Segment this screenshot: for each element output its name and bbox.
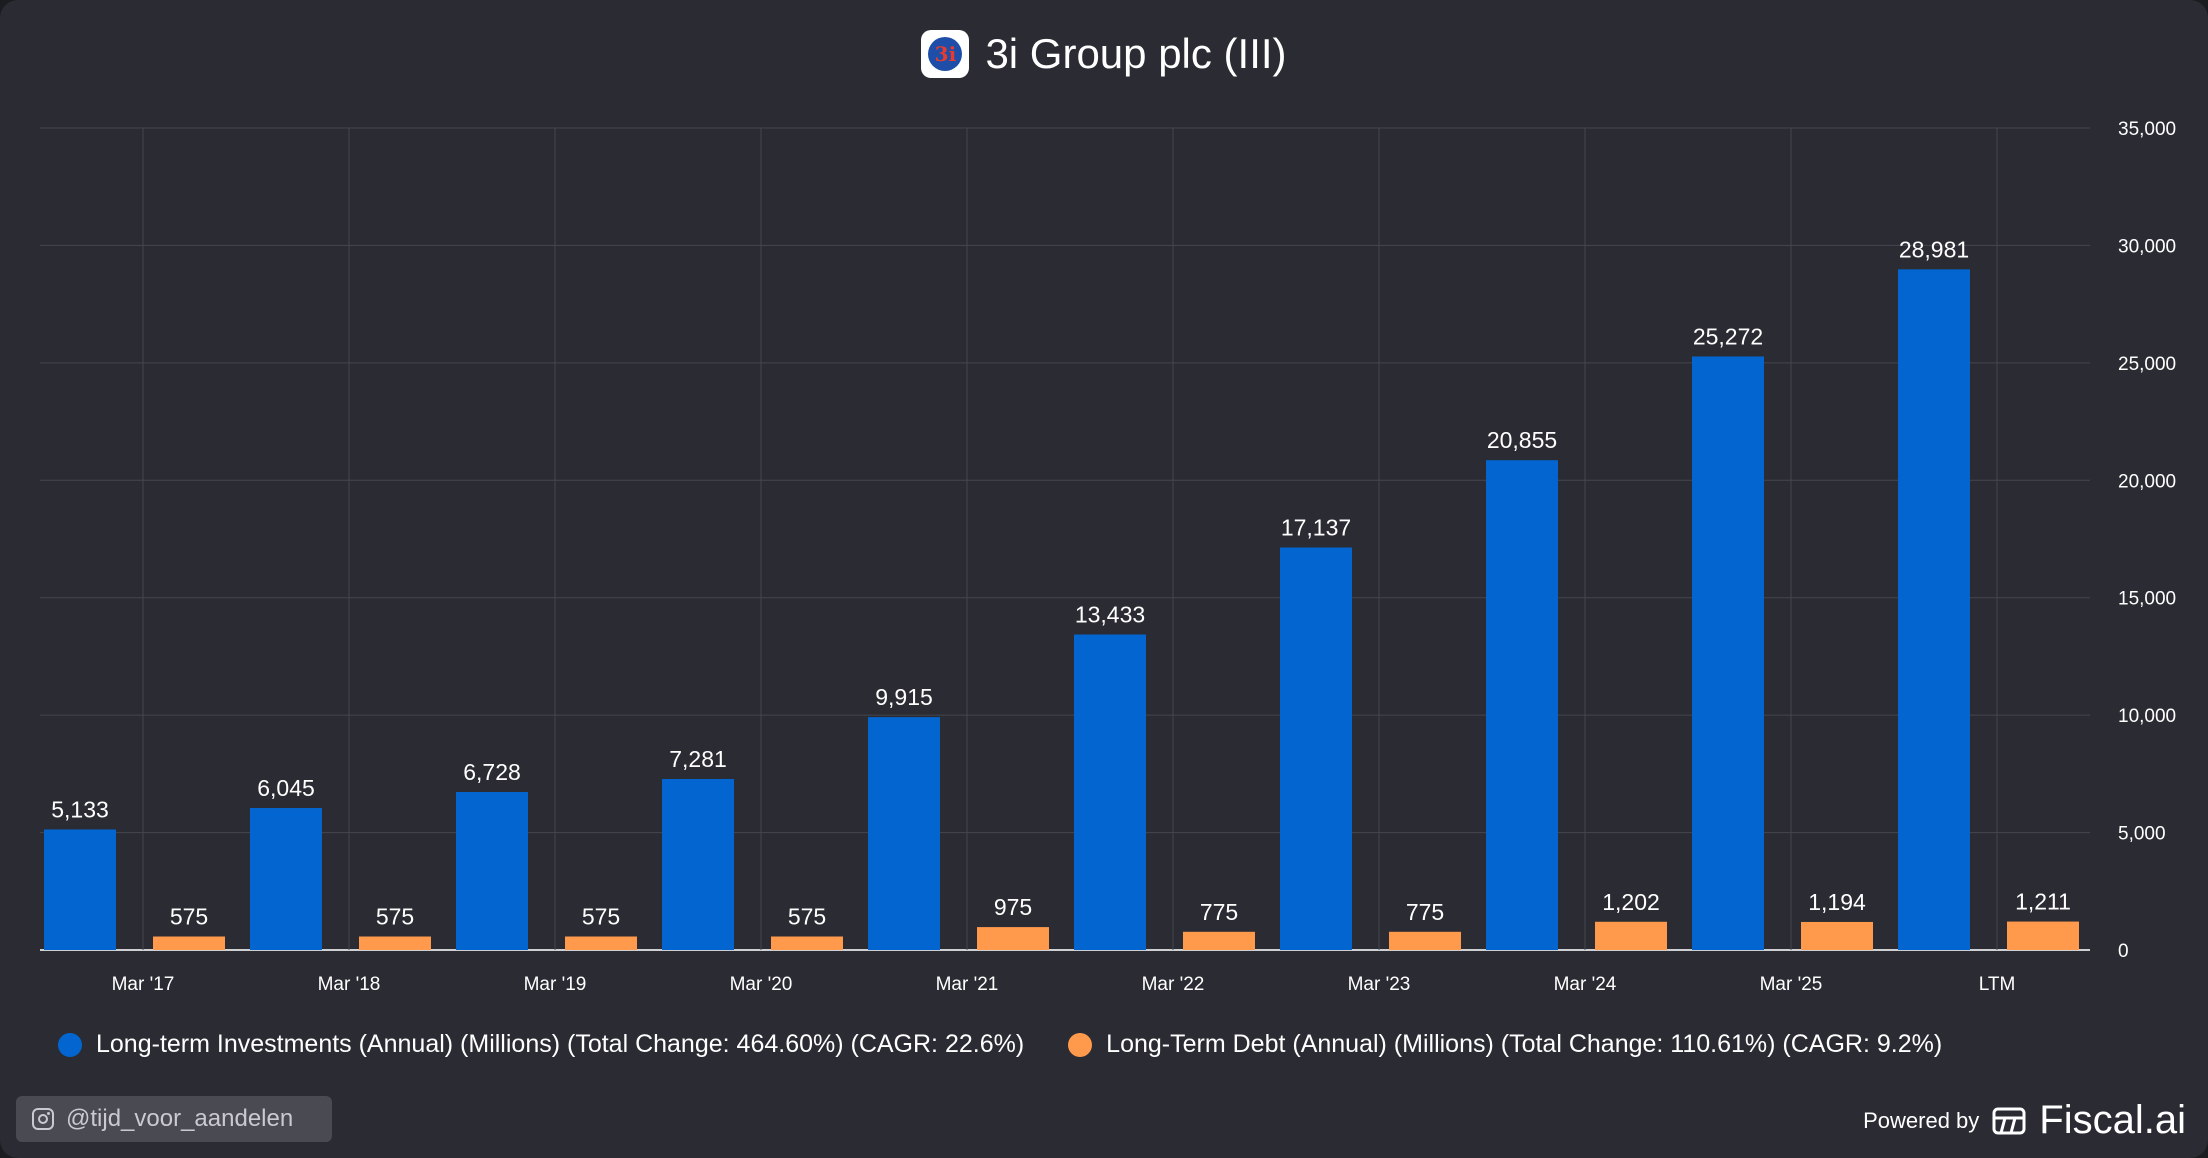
x-tick-label: Mar '18	[318, 974, 381, 995]
data-label: 20,855	[1487, 427, 1557, 453]
data-label: 7,281	[669, 746, 727, 772]
chart-header: 3i 3i Group plc (III)	[0, 30, 2208, 78]
data-label: 25,272	[1693, 323, 1763, 349]
x-tick-label: Mar '20	[730, 974, 793, 995]
bar-chart: 0 5,000 10,000 15,000 20,000 25,000 30,000 35,0…	[40, 119, 2176, 995]
x-tick-label: Mar '17	[112, 974, 175, 995]
data-label: 575	[376, 903, 414, 929]
legend-item-investments[interactable]: Long-term Investments (Annual) (Millions…	[58, 1030, 1024, 1059]
legend-label-investments: Long-term Investments (Annual) (Millions…	[96, 1030, 1025, 1058]
bar-long-term-investments	[1486, 460, 1558, 950]
data-label: 9,915	[875, 684, 933, 710]
legend-label-debt: Long-Term Debt (Annual) (Millions) (Tota…	[1106, 1030, 1943, 1058]
bar-long-term-investments	[44, 829, 116, 950]
bar-long-term-debt	[1801, 921, 1873, 950]
x-tick-label: Mar '24	[1554, 974, 1617, 995]
y-tick-label: 25,000	[2118, 354, 2176, 375]
bar-long-term-investments	[1074, 634, 1146, 950]
data-label: 575	[170, 903, 208, 929]
bar-long-term-investments	[1280, 547, 1352, 950]
y-tick-label: 0	[2118, 941, 2129, 962]
chart-title: 3i Group plc (III)	[985, 30, 1287, 77]
data-label: 5,133	[51, 796, 109, 822]
bar-long-term-debt	[977, 927, 1049, 950]
powered-by[interactable]: Powered by Fiscal.ai	[1863, 1098, 2186, 1143]
data-label: 575	[788, 903, 826, 929]
instagram-icon	[32, 1108, 54, 1130]
y-tick-label: 30,000	[2118, 236, 2176, 257]
bar-long-term-debt	[771, 936, 843, 950]
chart-legend: Long-term Investments (Annual) (Millions…	[58, 1030, 1942, 1059]
bar-long-term-investments	[1692, 356, 1764, 951]
bar-long-term-debt	[1389, 931, 1461, 950]
data-label: 6,728	[463, 759, 521, 785]
data-label: 1,211	[2015, 889, 2071, 915]
data-label: 28,981	[1899, 236, 1969, 262]
bar-long-term-investments	[456, 791, 528, 950]
powered-by-label: Powered by	[1863, 1107, 1980, 1133]
y-tick-label: 35,000	[2118, 119, 2176, 140]
bar-long-term-investments	[250, 808, 322, 950]
social-handle-text: @tijd_voor_aandelen	[66, 1105, 294, 1132]
bar-long-term-debt	[2007, 921, 2079, 950]
bar-long-term-investments	[1898, 269, 1970, 951]
y-tick-label: 5,000	[2118, 824, 2166, 845]
bar-long-term-debt	[359, 936, 431, 950]
brand-name: Fiscal.ai	[2039, 1098, 2186, 1142]
data-label: 6,045	[257, 775, 315, 801]
data-label: 1,202	[1602, 889, 1660, 915]
bar-long-term-debt	[1595, 921, 1667, 950]
data-label: 975	[994, 894, 1032, 920]
bar-long-term-investments	[662, 779, 734, 950]
data-label: 17,137	[1281, 515, 1351, 541]
data-label: 13,433	[1075, 602, 1145, 628]
fiscal-logo-icon	[1992, 1107, 2026, 1134]
x-tick-label: Mar '25	[1760, 974, 1823, 995]
bar-long-term-debt	[565, 936, 637, 950]
data-label: 1,194	[1808, 889, 1866, 915]
y-tick-label: 20,000	[2118, 471, 2176, 492]
data-label: 575	[582, 903, 620, 929]
x-tick-label: LTM	[1979, 974, 2016, 995]
data-label: 775	[1406, 899, 1444, 925]
x-tick-label: Mar '19	[524, 974, 587, 995]
data-label: 775	[1200, 899, 1238, 925]
legend-swatch-investments	[58, 1032, 82, 1057]
bar-long-term-investments	[868, 717, 940, 950]
legend-swatch-debt	[1068, 1032, 1093, 1057]
social-handle-badge[interactable]: @tijd_voor_aandelen	[16, 1096, 332, 1142]
x-tick-label: Mar '22	[1142, 974, 1205, 995]
bar-long-term-debt	[153, 936, 225, 950]
bar-long-term-debt	[1183, 931, 1255, 950]
x-tick-label: Mar '21	[936, 974, 999, 995]
legend-item-debt[interactable]: Long-Term Debt (Annual) (Millions) (Tota…	[1068, 1030, 1942, 1059]
logo-mark: 3i	[928, 37, 963, 71]
y-tick-label: 15,000	[2118, 589, 2176, 610]
x-tick-label: Mar '23	[1348, 974, 1411, 995]
y-tick-label: 10,000	[2118, 706, 2176, 727]
company-logo: 3i	[921, 30, 970, 78]
